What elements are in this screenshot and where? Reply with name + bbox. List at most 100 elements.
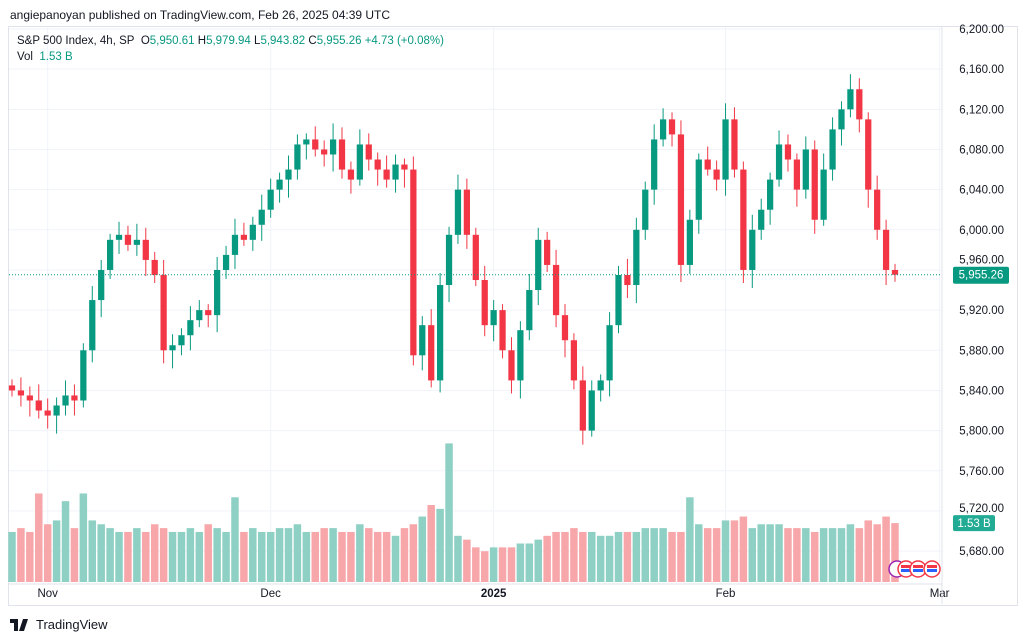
volume-bar bbox=[266, 531, 275, 582]
flag-canton bbox=[913, 569, 923, 572]
candle-body bbox=[874, 189, 881, 230]
candle-body bbox=[695, 159, 702, 220]
volume-bar bbox=[409, 524, 418, 582]
y-tick-label: 5,800.00 bbox=[959, 426, 1004, 438]
candle-body bbox=[80, 350, 87, 401]
y-tick-label: 6,120.00 bbox=[959, 104, 1004, 116]
low-label: L bbox=[254, 35, 261, 47]
volume-bar bbox=[543, 535, 551, 582]
volume-bar bbox=[124, 531, 132, 582]
volume-bar bbox=[338, 531, 346, 582]
volume-bar bbox=[828, 528, 837, 582]
candle-body bbox=[8, 385, 16, 391]
tradingview-logo[interactable]: TradingView bbox=[10, 617, 108, 632]
volume-bar bbox=[650, 528, 658, 582]
open-value: 5,950.61 bbox=[149, 35, 195, 47]
x-tick-label: Dec bbox=[260, 588, 281, 600]
y-tick-label: 6,160.00 bbox=[959, 64, 1004, 76]
volume-bar bbox=[17, 528, 25, 582]
candle-body bbox=[802, 149, 809, 190]
volume-bar bbox=[52, 520, 61, 582]
y-tick-label: 6,040.00 bbox=[959, 185, 1004, 197]
volume-bar bbox=[891, 523, 899, 582]
volume-bar bbox=[35, 493, 43, 582]
candle-body bbox=[169, 345, 176, 351]
volume-bar bbox=[882, 516, 890, 582]
volume-bar bbox=[204, 524, 212, 582]
candle-body bbox=[454, 189, 462, 235]
volume-bar bbox=[195, 531, 204, 582]
symbol-title[interactable]: S&P 500 Index, 4h, SP bbox=[17, 35, 135, 47]
candle-body bbox=[642, 189, 649, 230]
volume-bar bbox=[43, 524, 52, 582]
volume-bar bbox=[810, 531, 819, 582]
candle-body bbox=[26, 395, 33, 401]
candle-body bbox=[856, 89, 863, 120]
high-label: H bbox=[197, 35, 207, 47]
volume-bar bbox=[561, 531, 569, 582]
candle-body bbox=[321, 149, 328, 155]
volume-bar bbox=[846, 524, 855, 582]
candle-body bbox=[222, 254, 230, 270]
y-tick-label: 5,840.00 bbox=[959, 385, 1004, 397]
candle-body bbox=[499, 310, 506, 351]
volume-bar bbox=[186, 528, 195, 582]
volume-bar bbox=[463, 539, 471, 582]
candle-body bbox=[196, 310, 203, 321]
volume-bar bbox=[570, 528, 578, 582]
volume-bar bbox=[837, 528, 846, 582]
candle-body bbox=[329, 139, 337, 155]
volume-bar bbox=[489, 547, 498, 582]
candle-body bbox=[758, 209, 765, 230]
y-tick-label: 5,760.00 bbox=[959, 466, 1004, 478]
volume-bar bbox=[721, 520, 730, 582]
x-tick-label: Mar bbox=[930, 588, 950, 600]
volume-bar bbox=[454, 535, 462, 582]
logo-text: TradingView bbox=[36, 617, 108, 632]
candle-body bbox=[570, 340, 578, 381]
candle-body bbox=[44, 410, 51, 416]
last-price-badge bbox=[953, 266, 1009, 284]
y-tick-label: 5,920.00 bbox=[959, 305, 1004, 317]
candle-body bbox=[133, 239, 140, 245]
volume-bar bbox=[231, 497, 239, 582]
candle-body bbox=[561, 315, 569, 341]
volume-bar bbox=[347, 531, 355, 582]
candle-body bbox=[178, 335, 185, 346]
candle-body bbox=[374, 159, 381, 170]
last-volume-label: 1.53 B bbox=[957, 518, 991, 530]
volume-bar bbox=[275, 528, 284, 582]
volume-bar bbox=[373, 531, 382, 582]
candle-body bbox=[552, 264, 560, 316]
volume-bar bbox=[418, 516, 427, 582]
candle-body bbox=[579, 380, 586, 431]
volume-bar bbox=[739, 516, 748, 582]
volume-bar bbox=[356, 524, 364, 582]
volume-bar bbox=[507, 547, 516, 582]
volume-bar bbox=[579, 531, 587, 582]
volume-bar bbox=[427, 505, 435, 582]
volume-bar bbox=[516, 543, 525, 582]
candle-body bbox=[517, 330, 524, 381]
candle-body bbox=[544, 239, 551, 265]
candle-body bbox=[891, 269, 899, 275]
volume-bar bbox=[596, 535, 605, 582]
candle-body bbox=[677, 134, 685, 265]
candle-body bbox=[303, 139, 310, 145]
candle-body bbox=[597, 380, 604, 391]
chart-frame bbox=[8, 26, 1018, 606]
candle-body bbox=[668, 119, 676, 135]
volume-bar bbox=[668, 531, 676, 582]
volume-bar bbox=[819, 528, 828, 582]
close-value: 5,955.26 bbox=[316, 35, 362, 47]
volume-bar bbox=[88, 520, 97, 582]
candle-body bbox=[847, 89, 854, 110]
candle-body bbox=[526, 290, 533, 331]
volume-bar bbox=[97, 524, 105, 582]
candle-body bbox=[71, 395, 78, 401]
candle-body bbox=[463, 189, 471, 235]
candle-body bbox=[588, 390, 595, 431]
candle-body bbox=[829, 129, 836, 170]
candle-body bbox=[535, 239, 542, 291]
